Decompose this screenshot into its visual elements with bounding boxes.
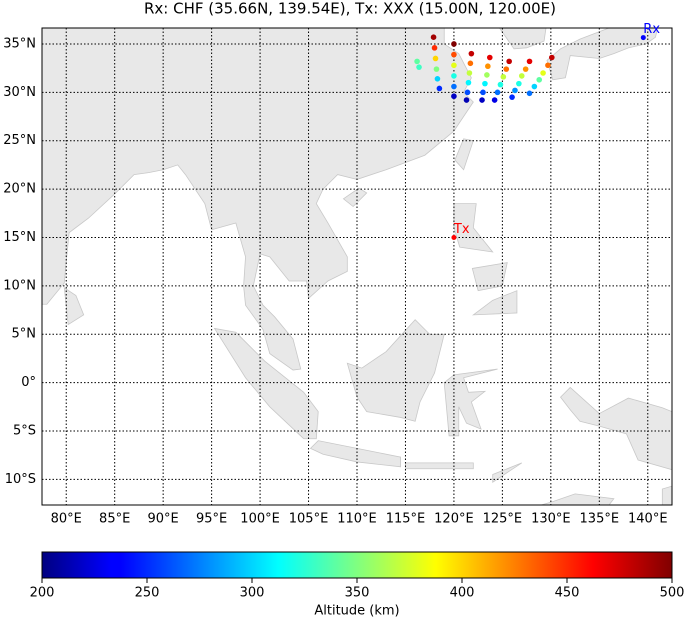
landmass xyxy=(661,485,672,505)
data-point xyxy=(506,58,512,65)
data-point xyxy=(451,73,457,79)
y-tick-label: 30°N xyxy=(3,85,36,100)
data-point xyxy=(531,83,538,90)
landmass xyxy=(346,319,445,422)
data-point xyxy=(545,62,551,69)
data-point xyxy=(434,75,441,82)
station-marker xyxy=(640,35,646,41)
data-point xyxy=(522,66,529,72)
data-point xyxy=(467,60,474,67)
landmass xyxy=(213,327,319,440)
data-point xyxy=(480,89,486,96)
station-label: Tx xyxy=(453,222,470,237)
landmass xyxy=(546,28,658,81)
colorbar-tick-label: 250 xyxy=(135,586,160,601)
landmass xyxy=(405,462,474,470)
landmass xyxy=(63,286,85,326)
data-point xyxy=(451,51,457,58)
data-point xyxy=(436,85,443,92)
data-point xyxy=(500,74,507,80)
y-tick-label: 5°S xyxy=(13,423,36,438)
colorbar-tick-label: 300 xyxy=(240,586,265,601)
data-point xyxy=(484,72,490,78)
data-point xyxy=(468,50,475,57)
data-point xyxy=(509,94,515,100)
data-point xyxy=(540,70,546,76)
data-point xyxy=(431,45,438,51)
x-tick-label: 120°E xyxy=(434,512,474,527)
x-tick-label: 110°E xyxy=(337,512,377,527)
station-label: Rx xyxy=(643,22,660,37)
landmass xyxy=(492,462,522,484)
data-point xyxy=(526,90,533,97)
data-point xyxy=(451,83,457,90)
data-point xyxy=(497,81,504,88)
x-tick-label: 105°E xyxy=(289,512,329,527)
plot-frame xyxy=(41,27,673,506)
station-marker xyxy=(451,234,457,240)
colorbar-label: Altitude (km) xyxy=(314,604,399,619)
landmass xyxy=(471,262,508,292)
y-tick-label: 15°N xyxy=(3,230,36,245)
data-point xyxy=(503,66,510,72)
data-point xyxy=(414,58,420,65)
y-tick-label: 10°N xyxy=(3,278,36,293)
x-tick-label: 130°E xyxy=(531,512,571,527)
colorbar-tick-label: 450 xyxy=(555,586,580,601)
colorbar-tick-label: 200 xyxy=(30,586,55,601)
data-point xyxy=(549,54,555,61)
y-tick-label: 25°N xyxy=(3,133,36,148)
y-tick-label: 35°N xyxy=(3,36,36,51)
data-point xyxy=(451,93,457,100)
colorbar-tick-label: 400 xyxy=(450,586,475,601)
data-point xyxy=(465,79,472,86)
data-point xyxy=(416,64,422,70)
x-tick-label: 125°E xyxy=(483,512,523,527)
data-point xyxy=(491,97,498,103)
landmass xyxy=(541,493,615,505)
data-point xyxy=(464,89,471,96)
y-tick-label: 0° xyxy=(21,375,36,390)
x-tick-label: 100°E xyxy=(240,512,280,527)
data-point xyxy=(516,80,522,87)
x-tick-label: 115°E xyxy=(386,512,426,527)
x-tick-label: 140°E xyxy=(628,512,668,527)
data-point xyxy=(432,55,439,62)
data-point xyxy=(526,58,533,65)
data-point xyxy=(451,62,457,69)
grid xyxy=(42,28,672,505)
x-tick-label: 85°E xyxy=(99,512,130,527)
data-point xyxy=(479,97,485,103)
data-point xyxy=(518,73,525,79)
data-point xyxy=(451,41,457,47)
landmass xyxy=(342,187,368,208)
data-point xyxy=(466,70,473,76)
landmass xyxy=(472,290,518,316)
map-title: Rx: CHF (35.66N, 139.54E), Tx: XXX (15.0… xyxy=(144,0,556,18)
data-point xyxy=(433,66,440,72)
colorbar-tick-label: 500 xyxy=(660,586,685,601)
points xyxy=(414,34,555,103)
data-point xyxy=(485,63,491,70)
data-point xyxy=(482,80,488,87)
x-tick-label: 90°E xyxy=(148,512,179,527)
x-tick-label: 80°E xyxy=(51,512,82,527)
landmass xyxy=(309,440,402,468)
data-point xyxy=(494,89,501,96)
data-point xyxy=(486,54,493,61)
y-tick-label: 10°S xyxy=(5,472,36,487)
data-point xyxy=(512,87,518,94)
y-tick-label: 20°N xyxy=(3,182,36,197)
colorbar xyxy=(41,551,673,579)
landmass xyxy=(42,28,474,371)
y-tick-label: 5°N xyxy=(12,327,37,342)
x-tick-label: 95°E xyxy=(196,512,227,527)
colorbar-tick-label: 350 xyxy=(345,586,370,601)
data-point xyxy=(430,34,437,40)
land xyxy=(42,28,672,505)
data-point xyxy=(536,76,543,83)
x-tick-label: 135°E xyxy=(580,512,620,527)
data-point xyxy=(463,97,470,103)
